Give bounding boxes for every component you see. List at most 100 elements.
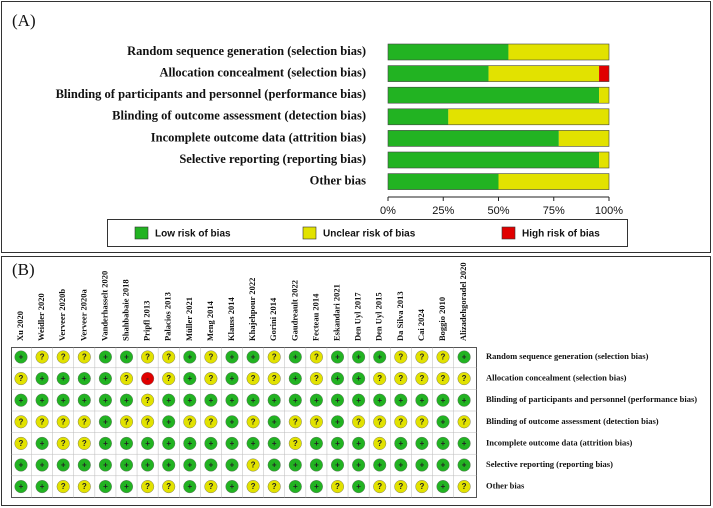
judgment-dot bbox=[14, 436, 28, 450]
judgment-symbol: ? bbox=[272, 482, 277, 491]
bar-segment bbox=[599, 87, 609, 104]
judgment-symbol: ? bbox=[398, 482, 403, 491]
judgment-symbol: + bbox=[356, 482, 361, 491]
judgment-symbol: ? bbox=[419, 482, 424, 491]
study-label: Pripfl 2013 bbox=[142, 301, 152, 341]
judgment-dot bbox=[288, 350, 302, 364]
judgment-symbol: + bbox=[230, 439, 235, 448]
bar-outline bbox=[387, 108, 610, 126]
bar-segment bbox=[599, 152, 609, 168]
bar-outline bbox=[387, 130, 610, 147]
judgment-symbol: + bbox=[166, 396, 171, 405]
judgment-symbol: ? bbox=[314, 417, 319, 426]
judgment-dot bbox=[331, 436, 345, 450]
judgment-symbol: + bbox=[187, 396, 192, 405]
judgment-symbol: ? bbox=[398, 374, 403, 383]
judgment-dot bbox=[415, 350, 429, 364]
domain-label: Selective reporting (reporting bias) bbox=[486, 459, 613, 469]
judgment-symbol: + bbox=[314, 461, 319, 470]
x-tick-label: 25% bbox=[432, 205, 454, 217]
judgment-symbol: ? bbox=[251, 482, 256, 491]
judgment-symbol: ? bbox=[462, 482, 467, 491]
judgment-dot bbox=[162, 436, 176, 450]
judgment-dot bbox=[415, 458, 429, 472]
judgment-dot bbox=[331, 350, 345, 364]
bar-segment bbox=[488, 65, 600, 82]
table-frame bbox=[11, 347, 477, 498]
judgment-symbol: + bbox=[293, 353, 298, 362]
judgment-dot bbox=[225, 458, 239, 472]
judgment-symbol: + bbox=[335, 461, 340, 470]
judgment-dot bbox=[225, 415, 239, 429]
judgment-symbol: ? bbox=[166, 482, 171, 491]
category-label: Incomplete outcome data (attrition bias) bbox=[151, 130, 366, 144]
judgment-dot bbox=[457, 480, 471, 494]
judgment-dot bbox=[204, 458, 218, 472]
judgment-dot bbox=[288, 372, 302, 386]
judgment-dot bbox=[394, 415, 408, 429]
legend-label: Low risk of bias bbox=[155, 229, 231, 240]
study-label: Gorini 2014 bbox=[268, 297, 278, 341]
x-tick-label: 100% bbox=[595, 205, 623, 217]
study-label: Meng 2014 bbox=[205, 300, 215, 341]
judgment-dot bbox=[352, 458, 366, 472]
study-label: Palacios 2013 bbox=[163, 292, 173, 341]
judgment-dot bbox=[162, 350, 176, 364]
judgment-dot bbox=[98, 458, 112, 472]
judgment-dot bbox=[141, 458, 155, 472]
study-label: Den Uyl 2015 bbox=[374, 292, 384, 341]
judgment-symbol: ? bbox=[251, 374, 256, 383]
judgment-symbol: + bbox=[124, 439, 129, 448]
judgment-dot bbox=[457, 458, 471, 472]
judgment-dot bbox=[14, 372, 28, 386]
judgment-symbol: + bbox=[209, 439, 214, 448]
judgment-symbol: + bbox=[124, 482, 129, 491]
judgment-symbol: ? bbox=[398, 353, 403, 362]
judgment-dot bbox=[415, 480, 429, 494]
judgment-dot bbox=[183, 393, 197, 407]
judgment-symbol: + bbox=[398, 396, 403, 405]
judgment-symbol: ? bbox=[145, 353, 150, 362]
panel-a-frame bbox=[1, 1, 711, 253]
judgment-dot bbox=[373, 350, 387, 364]
study-label: Vanderhasselt 2020 bbox=[99, 271, 109, 341]
judgment-dot bbox=[225, 372, 239, 386]
judgment-symbol: ? bbox=[377, 417, 382, 426]
judgment-dot bbox=[35, 350, 49, 364]
judgment-symbol: + bbox=[356, 461, 361, 470]
judgment-symbol: ? bbox=[61, 417, 66, 426]
judgment-dot bbox=[309, 436, 323, 450]
judgment-symbol: + bbox=[398, 439, 403, 448]
study-label: Shahbabaie 2018 bbox=[120, 279, 130, 341]
judgment-dot bbox=[141, 350, 155, 364]
bar-segment bbox=[388, 152, 600, 168]
judgment-symbol: ? bbox=[124, 417, 129, 426]
judgment-symbol: ? bbox=[61, 353, 66, 362]
judgment-symbol: + bbox=[356, 396, 361, 405]
judgment-symbol: + bbox=[209, 461, 214, 470]
panel-label: (B) bbox=[12, 260, 35, 279]
bar-segment bbox=[558, 130, 609, 147]
judgment-dot bbox=[204, 393, 218, 407]
judgment-symbol: - bbox=[146, 374, 149, 383]
judgment-dot bbox=[246, 372, 260, 386]
judgment-dot bbox=[183, 350, 197, 364]
judgment-dot bbox=[288, 393, 302, 407]
judgment-symbol: + bbox=[103, 374, 108, 383]
judgment-symbol: ? bbox=[251, 461, 256, 470]
judgment-dot bbox=[162, 393, 176, 407]
bar-segment bbox=[388, 87, 600, 104]
judgment-dot bbox=[331, 458, 345, 472]
judgment-symbol: + bbox=[230, 353, 235, 362]
study-label: Müller 2021 bbox=[184, 297, 194, 341]
judgment-dot bbox=[436, 480, 450, 494]
judgment-symbol: ? bbox=[314, 353, 319, 362]
judgment-symbol: ? bbox=[377, 482, 382, 491]
bar-segment bbox=[388, 65, 489, 82]
judgment-dot bbox=[394, 436, 408, 450]
judgment-dot bbox=[56, 415, 70, 429]
study-label: Fecteau 2014 bbox=[310, 293, 320, 341]
judgment-symbol: + bbox=[124, 353, 129, 362]
judgment-dot bbox=[204, 480, 218, 494]
bar-segment bbox=[448, 108, 609, 125]
